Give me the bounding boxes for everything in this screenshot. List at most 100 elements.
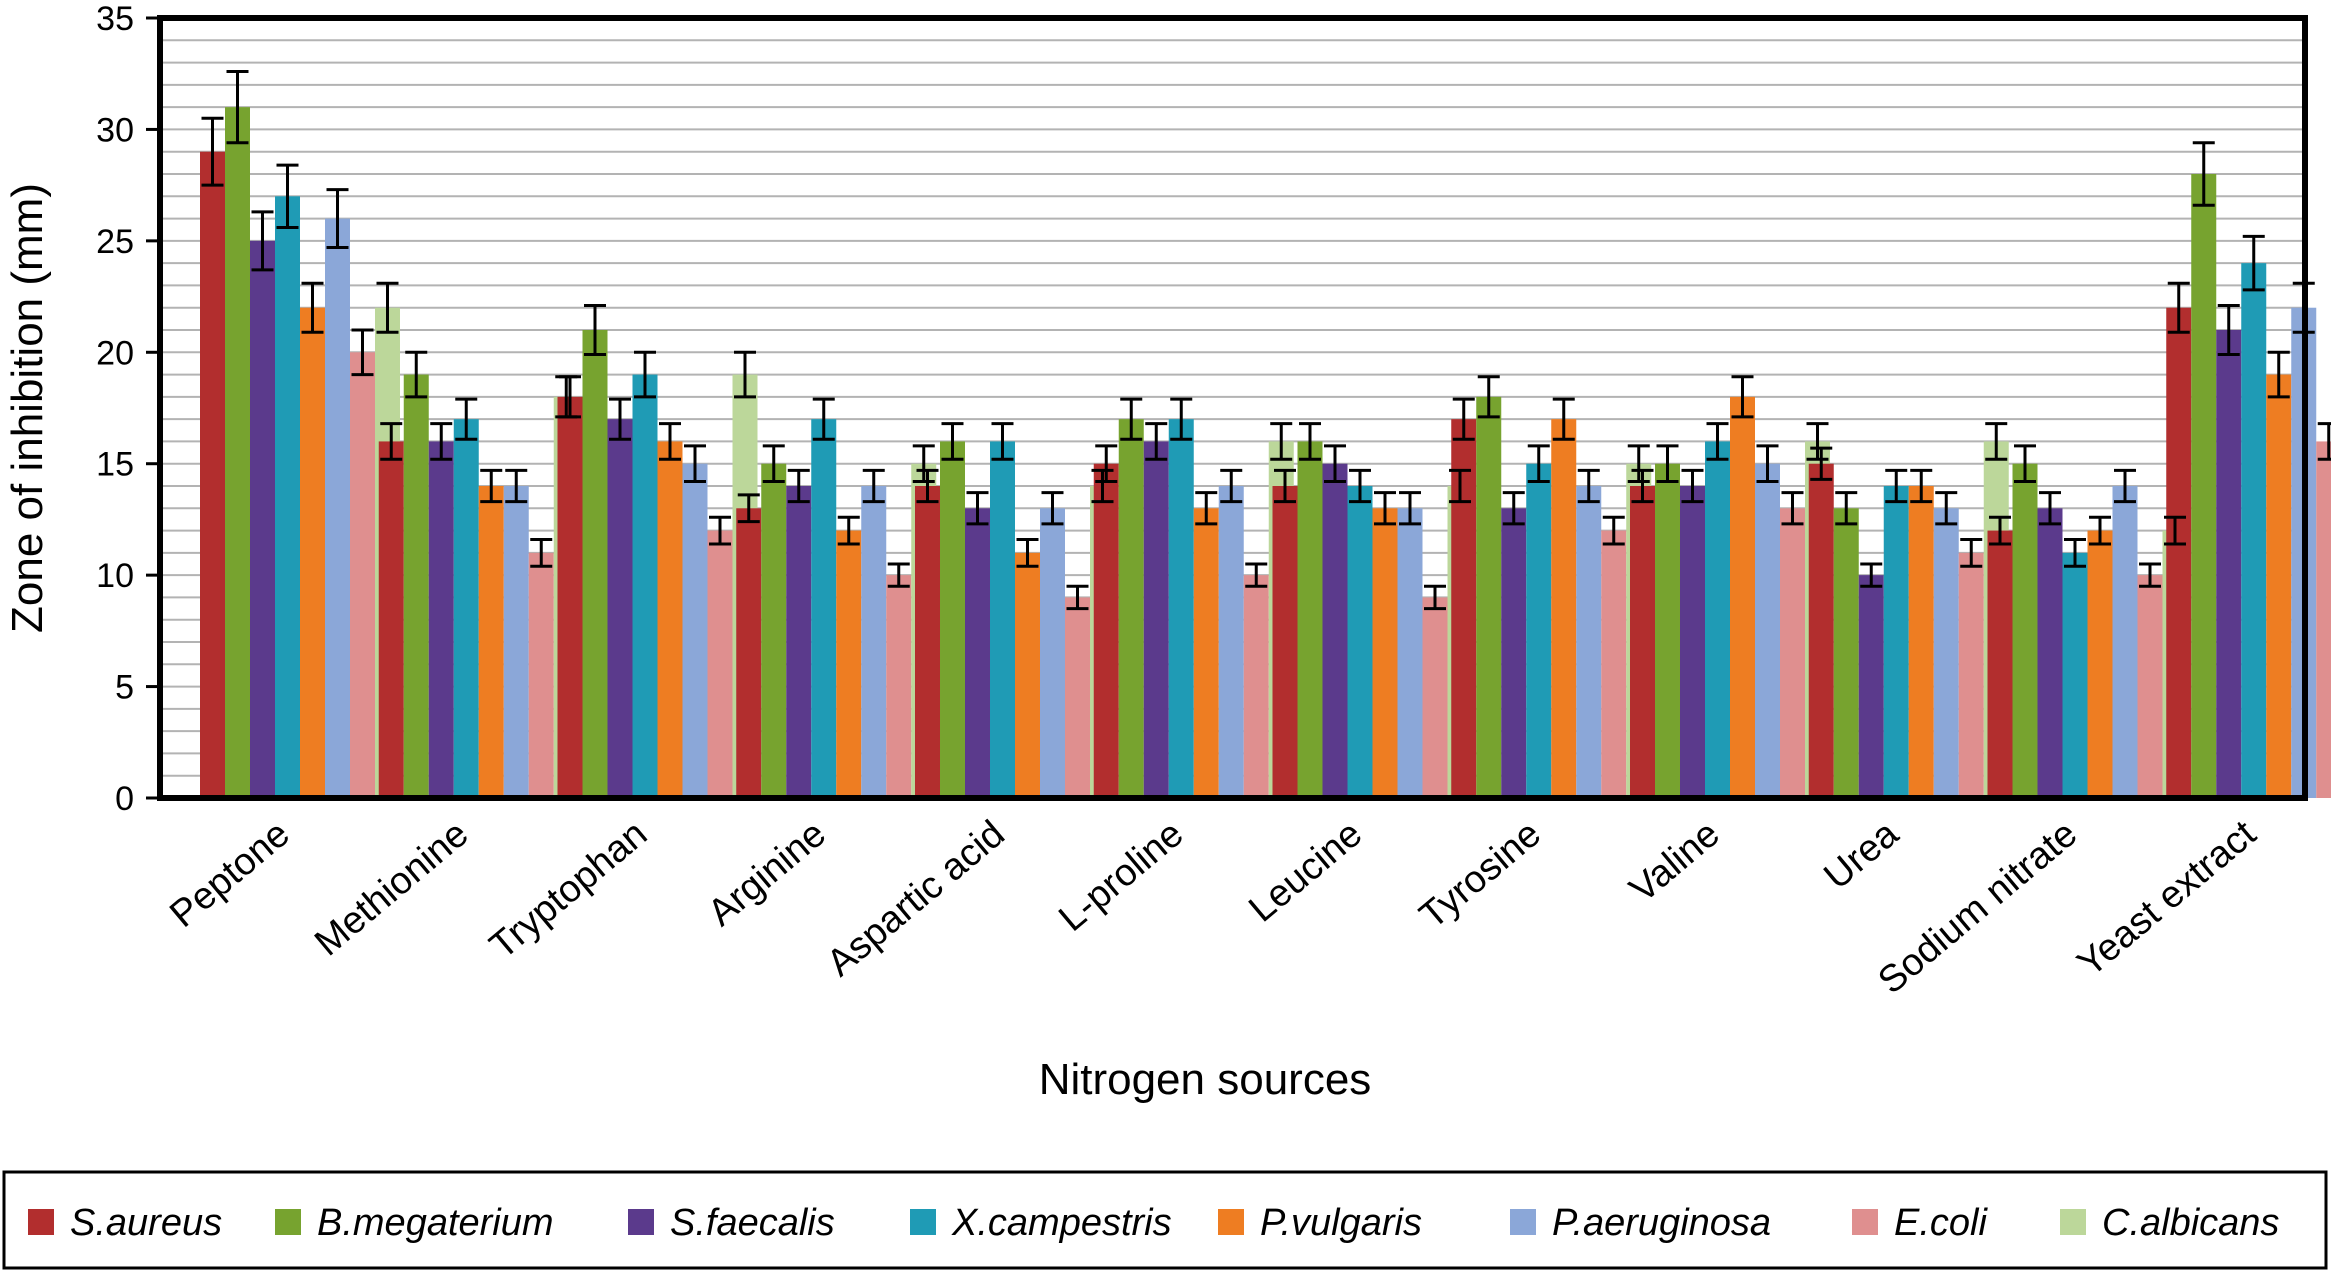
bar	[429, 441, 454, 798]
x-category-label: Leucine	[1241, 813, 1370, 931]
bar	[2063, 553, 2088, 798]
bar	[1015, 553, 1040, 798]
legend-swatch	[910, 1209, 936, 1235]
bar	[2013, 464, 2038, 798]
bar	[658, 441, 683, 798]
bar	[1576, 486, 1601, 798]
bar	[2088, 531, 2113, 798]
x-category-label: Tyrosine	[1412, 813, 1549, 937]
x-category-label: Peptone	[162, 813, 297, 936]
bar	[1298, 441, 1323, 798]
x-category-label: Methionine	[307, 813, 476, 965]
bar	[379, 441, 404, 798]
x-category-label: Arginine	[700, 813, 834, 935]
bar	[1144, 441, 1169, 798]
bar	[708, 531, 733, 798]
legend-swatch	[2060, 1209, 2086, 1235]
legend-label: X.campestris	[951, 1202, 1172, 1244]
bar	[683, 464, 708, 798]
y-tick-label: 35	[96, 0, 134, 38]
y-tick-label: 15	[96, 446, 134, 484]
bar	[1655, 464, 1680, 798]
legend-label: P.vulgaris	[1260, 1202, 1422, 1244]
bar	[275, 196, 300, 798]
bar	[1934, 508, 1959, 798]
bar	[1040, 508, 1065, 798]
bar	[1194, 508, 1219, 798]
bar	[2191, 174, 2216, 798]
bar	[2216, 330, 2241, 798]
bar	[915, 486, 940, 798]
bar	[1755, 464, 1780, 798]
y-tick-label: 0	[115, 780, 134, 818]
bar	[940, 441, 965, 798]
x-category-label: Valine	[1622, 813, 1728, 911]
bar	[1630, 486, 1655, 798]
bar	[861, 486, 886, 798]
bar	[1373, 508, 1398, 798]
bar	[1476, 397, 1501, 798]
bar	[300, 308, 325, 798]
bar	[761, 464, 786, 798]
bar	[1119, 419, 1144, 798]
bar	[1451, 419, 1476, 798]
bar	[2138, 575, 2163, 798]
bar	[836, 531, 861, 798]
bar	[2038, 508, 2063, 798]
x-category-label: Yeast extract	[2070, 812, 2265, 985]
y-tick-label: 30	[96, 111, 134, 149]
bar	[1323, 464, 1348, 798]
legend-label: S.faecalis	[670, 1202, 835, 1244]
bar	[811, 419, 836, 798]
bar	[1680, 486, 1705, 798]
bar	[350, 352, 375, 798]
legend-swatch	[1218, 1209, 1244, 1235]
legend-label: E.coli	[1894, 1202, 1988, 1244]
y-axis-title: Zone of inhibition (mm)	[3, 183, 52, 633]
bar	[736, 508, 761, 798]
bar	[2166, 308, 2191, 798]
bar	[1834, 508, 1859, 798]
x-category-label: Tryptophan	[482, 813, 655, 968]
bar	[1809, 464, 1834, 798]
bar	[633, 375, 658, 798]
legend-label: B.megaterium	[317, 1202, 554, 1244]
y-tick-label: 25	[96, 223, 134, 261]
legend-label: C.albicans	[2102, 1202, 2279, 1244]
bar	[1065, 597, 1090, 798]
bar	[1730, 397, 1755, 798]
bar	[965, 508, 990, 798]
bar	[608, 419, 633, 798]
bar	[1884, 486, 1909, 798]
bar	[1988, 531, 2013, 798]
bar	[1398, 508, 1423, 798]
legend-swatch	[1852, 1209, 1878, 1235]
legend-swatch	[628, 1209, 654, 1235]
y-tick-label: 5	[115, 669, 134, 707]
x-axis-title: Nitrogen sources	[1039, 1055, 1372, 1104]
bar	[990, 441, 1015, 798]
bar	[1959, 553, 1984, 798]
bar	[1705, 441, 1730, 798]
bar	[583, 330, 608, 798]
legend-label: P.aeruginosa	[1552, 1202, 1771, 1244]
y-tick-label: 20	[96, 334, 134, 372]
bar	[1273, 486, 1298, 798]
bar	[529, 553, 554, 798]
legend-swatch	[275, 1209, 301, 1235]
x-category-label: L-proline	[1051, 813, 1191, 940]
bar	[1526, 464, 1551, 798]
bar	[2266, 375, 2291, 798]
legend-swatch	[28, 1209, 54, 1235]
bar	[1219, 486, 1244, 798]
bar	[454, 419, 479, 798]
bar	[479, 486, 504, 798]
bar	[1551, 419, 1576, 798]
bar	[1094, 464, 1119, 798]
bar	[1780, 508, 1805, 798]
bar	[886, 575, 911, 798]
bar	[325, 219, 350, 798]
